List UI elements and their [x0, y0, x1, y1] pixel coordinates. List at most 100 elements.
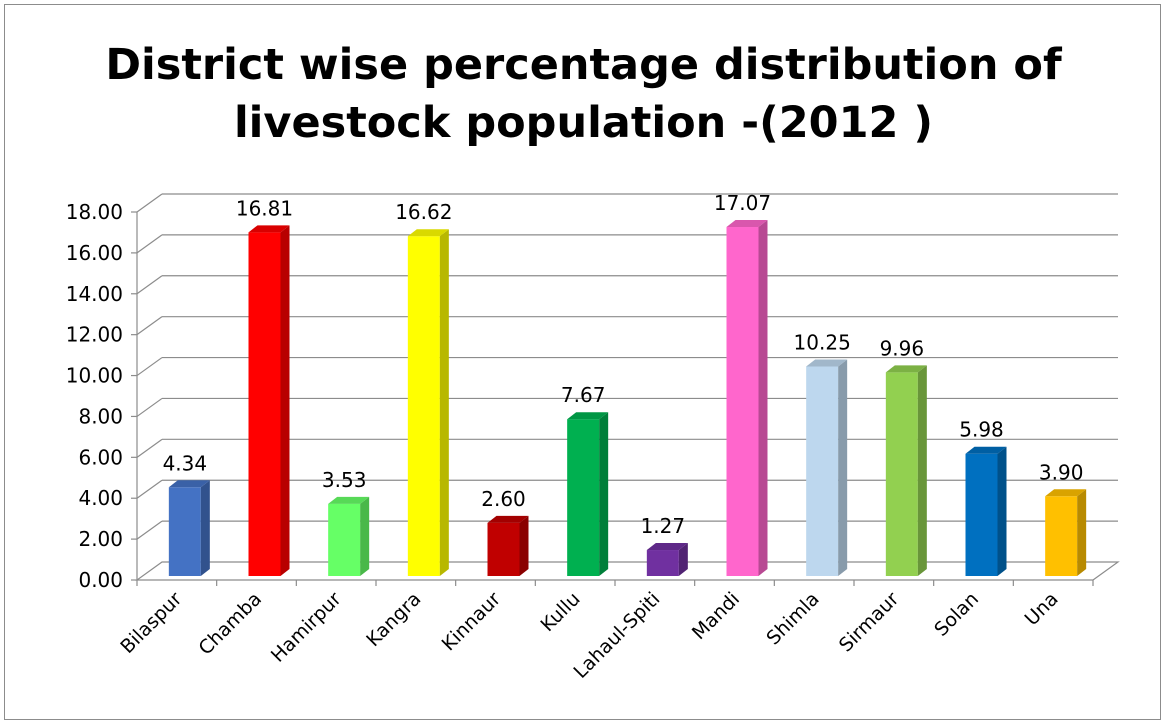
bar-side	[439, 229, 449, 577]
bar-lahaul-spiti	[646, 543, 688, 576]
data-label: 7.67	[561, 383, 606, 407]
bar-una	[1045, 489, 1087, 576]
x-tick-label: Kangra	[362, 588, 425, 651]
y-tick-label: 16.00	[66, 241, 123, 265]
data-label: 5.98	[959, 418, 1004, 442]
gridline-side	[136, 397, 163, 417]
chart-title-line-2: livestock population -(2012 )	[233, 98, 934, 148]
gridline-side	[136, 193, 163, 213]
bar-solan	[965, 446, 1007, 576]
y-tick-label: 6.00	[78, 445, 123, 469]
bar-top	[1045, 489, 1087, 497]
gridline-side	[136, 357, 163, 377]
bar-bilaspur	[168, 480, 210, 576]
y-tick-label: 2.00	[78, 527, 123, 551]
x-tick-label: Hamirpur	[267, 588, 346, 667]
data-label: 3.90	[1039, 460, 1084, 484]
y-tick-label: 18.00	[66, 200, 123, 224]
gridline-side	[136, 275, 163, 295]
bar-front	[487, 522, 520, 576]
y-tick-label: 12.00	[66, 323, 123, 347]
bars	[168, 220, 1087, 577]
chart-title: District wise percentage distribution of…	[0, 36, 1167, 152]
x-tick-label: Lahaul-Spiti	[569, 588, 664, 683]
y-tick-label: 0.00	[78, 568, 123, 592]
bar-side	[280, 225, 290, 576]
y-axis-ticks: 0.00 2.00 4.00 6.00 8.00 10.00 12.00 14.00 16.00…	[66, 200, 123, 592]
bar-front	[168, 487, 201, 576]
bar-kangra	[407, 229, 449, 577]
bar-front	[328, 503, 361, 576]
bar-side	[838, 359, 848, 576]
x-tick-label: Bilaspur	[116, 588, 186, 658]
gridlines	[136, 193, 1118, 540]
chart-frame	[4, 4, 1161, 720]
x-tick-label: Chamba	[194, 588, 266, 660]
data-label: 2.60	[481, 487, 526, 511]
y-tick-label: 4.00	[78, 486, 123, 510]
bar-top	[487, 515, 529, 523]
gridline-side	[136, 316, 163, 336]
bar-side	[360, 496, 370, 576]
data-label: 10.25	[794, 330, 851, 354]
data-label: 16.81	[236, 196, 293, 220]
x-axis-ticks: Bilaspur Chamba Hamirpur Kangra Kinnaur Kullu…	[116, 588, 1062, 683]
bar-top	[806, 359, 848, 367]
bar-top	[965, 446, 1007, 454]
bar-front	[1045, 496, 1078, 576]
data-label: 4.34	[163, 451, 208, 475]
bar-top	[407, 229, 449, 237]
y-tick-label: 10.00	[66, 364, 123, 388]
bar-side	[200, 480, 210, 576]
bar-kullu	[567, 412, 609, 576]
bar-kinnaur	[487, 515, 529, 576]
bar-top	[328, 496, 370, 504]
bar-chamba	[248, 225, 290, 576]
data-label: 3.53	[322, 468, 367, 492]
data-label: 17.07	[714, 191, 771, 215]
bar-top	[248, 225, 290, 233]
bar-sirmaur	[885, 365, 927, 576]
bar-side	[599, 412, 609, 576]
data-labels: 4.34 16.81 3.53 16.62 2.60 7.67 1.27 17.07 10.25…	[163, 191, 1084, 538]
bar-side	[758, 220, 768, 576]
bar-front	[646, 550, 679, 576]
bar-side	[678, 543, 688, 576]
data-label: 9.96	[880, 336, 925, 360]
x-tick-label: Sirmaur	[835, 588, 904, 657]
bar-side	[997, 446, 1007, 576]
bar-mandi	[726, 220, 768, 576]
gridline-side	[136, 438, 163, 458]
bar-front	[726, 227, 759, 576]
bar-front	[248, 232, 281, 576]
bar-front	[965, 453, 998, 576]
bar-shimla	[806, 359, 848, 576]
data-label: 16.62	[395, 200, 452, 224]
bar-top	[646, 543, 688, 551]
x-tick-label: Una	[1021, 588, 1063, 630]
gridline-side	[136, 479, 163, 499]
bar-front	[567, 419, 600, 576]
gridline-side	[136, 520, 163, 540]
bar-front	[407, 236, 440, 577]
bar-hamirpur	[328, 496, 370, 576]
x-tick-label: Kullu	[537, 588, 585, 636]
x-tick-label: Shimla	[762, 588, 823, 649]
bar-front	[885, 372, 918, 576]
x-tick-label: Kinnaur	[438, 588, 506, 656]
bar-front	[806, 366, 839, 576]
x-tick-label: Mandi	[688, 588, 744, 644]
bar-top	[168, 480, 210, 488]
bar-side	[917, 365, 927, 576]
data-label: 1.27	[641, 514, 686, 538]
gridline-side	[136, 234, 163, 254]
x-tick-label: Solan	[930, 588, 983, 641]
bar-side	[1077, 489, 1087, 576]
bar-side	[519, 515, 529, 576]
chart-title-line-1: District wise percentage distribution of	[105, 40, 1062, 90]
y-tick-label: 8.00	[78, 404, 123, 428]
bar-top	[885, 365, 927, 373]
y-tick-label: 14.00	[66, 282, 123, 306]
bar-top	[726, 220, 768, 228]
